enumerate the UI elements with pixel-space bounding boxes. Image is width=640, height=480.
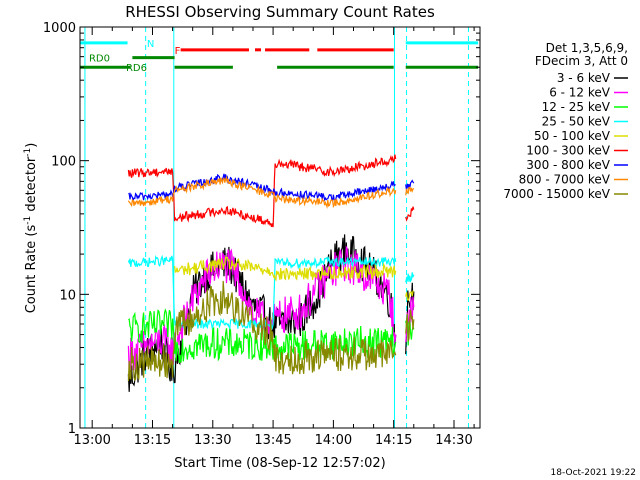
series-4-segment-0: [174, 256, 397, 282]
state-bar-label-1: F: [175, 46, 181, 57]
legend-header-line-2: FDecim 3, Att 0: [535, 54, 628, 68]
y-tick-label-1: 10: [59, 288, 76, 303]
series-4-segment-1: [405, 290, 415, 302]
legend-label-3: 25 - 50 keV: [542, 115, 611, 129]
generation-date: 18-Oct-2021 19:22: [551, 468, 636, 478]
series-5-segment-0: [127, 154, 397, 228]
legend-label-6: 300 - 800 keV: [526, 158, 610, 172]
legend-label-8: 7000 - 15000 keV: [503, 187, 610, 201]
legend-label-1: 6 - 12 keV: [549, 86, 611, 100]
x-tick-label-4: 14:00: [315, 433, 352, 448]
series-2-segment-0: [128, 308, 397, 364]
x-axis-label: Start Time (08-Sep-12 12:57:02): [174, 456, 385, 471]
x-tick-label-3: 13:45: [254, 433, 291, 448]
series-7: [127, 175, 415, 210]
x-tick-label-5: 14:15: [375, 433, 412, 448]
state-bar-label-2: RD0: [89, 54, 110, 65]
y-tick-label-0: 1: [68, 422, 76, 437]
series-lines: [127, 154, 415, 392]
y-tick-label-2: 100: [51, 155, 76, 170]
y-axis-ticks: 1 10 100 1000: [43, 21, 480, 437]
series-7-segment-1: [405, 186, 415, 196]
state-bar-label-0: N: [147, 39, 154, 50]
chart-title: RHESSI Observing Summary Count Rates: [125, 3, 435, 21]
state-bar-label-3: RD6: [126, 63, 147, 74]
x-tick-label-6: 14:30: [435, 433, 472, 448]
series-7-segment-0: [127, 175, 397, 210]
legend-label-0: 3 - 6 keV: [557, 71, 611, 85]
y-tick-label-3: 1000: [43, 21, 76, 36]
series-8-segment-0: [127, 280, 397, 382]
legend-label-5: 100 - 300 keV: [526, 144, 610, 158]
x-axis-ticks: 13:00 13:15 13:30 13:45 14:00 14:15 14:30: [73, 27, 475, 448]
series-5: [127, 154, 415, 228]
legend-label-2: 12 - 25 keV: [542, 100, 611, 114]
series-4: [174, 256, 415, 302]
series-8-segment-1: [405, 309, 415, 342]
plot-frame: [79, 26, 481, 429]
x-tick-label-2: 13:30: [194, 433, 231, 448]
y-axis-label: Count Rate (s-1 detector-1): [23, 143, 39, 314]
legend: Det 1,3,5,6,9, FDecim 3, Att 0 3 - 6 keV…: [503, 41, 628, 201]
series-8: [127, 280, 415, 382]
legend-label-4: 50 - 100 keV: [534, 129, 611, 143]
series-5-segment-1: [405, 206, 415, 222]
x-tick-label-0: 13:00: [73, 433, 110, 448]
vertical-markers: [84, 27, 469, 428]
legend-header-line-1: Det 1,3,5,6,9,: [546, 41, 628, 55]
plot-border: [79, 26, 481, 429]
series-3-segment-1: [405, 272, 415, 283]
legend-label-7: 800 - 7000 keV: [519, 173, 611, 187]
state-bars: N F RD0 RD6: [80, 39, 479, 74]
x-tick-label-1: 13:15: [134, 433, 171, 448]
